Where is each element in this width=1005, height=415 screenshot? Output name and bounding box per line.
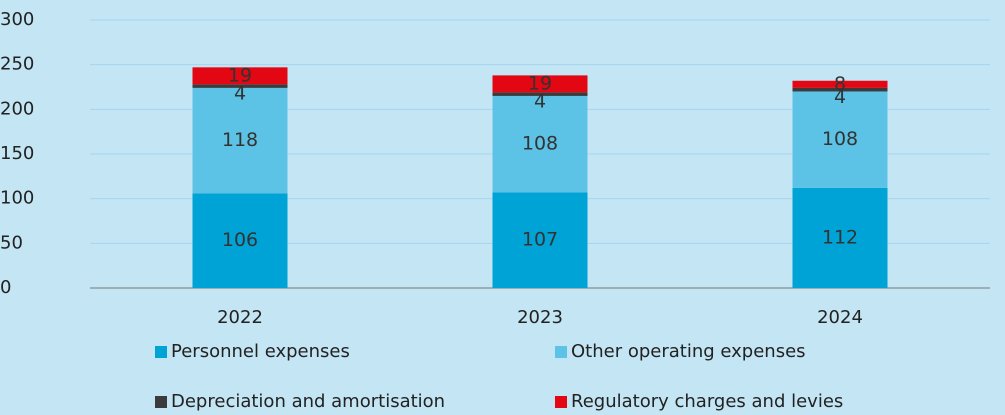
bar-segment [792, 80, 888, 88]
x-tick-label: 2024 [817, 307, 863, 328]
value-label: 19 [528, 72, 552, 94]
legend-swatch [155, 396, 167, 408]
value-label: 4 [834, 86, 846, 108]
value-label: 108 [822, 128, 858, 150]
value-label: 106 [222, 229, 258, 251]
y-tick-label: 300 [0, 9, 34, 30]
legend-swatch [155, 346, 167, 358]
value-label: 118 [222, 129, 258, 151]
bar-segment [192, 87, 288, 194]
value-label: 112 [822, 226, 858, 248]
bar-segment [492, 92, 588, 96]
value-label: 108 [522, 133, 558, 155]
bar-segment [792, 87, 888, 92]
y-tick-label: 150 [0, 143, 34, 164]
value-label: 107 [522, 229, 558, 251]
legend-swatch [555, 396, 567, 408]
legend-swatch [555, 346, 567, 358]
y-tick-label: 100 [0, 188, 34, 209]
bar-segment [192, 193, 288, 288]
value-label: 19 [228, 64, 252, 86]
bar-segment [192, 67, 288, 85]
legend-label: Regulatory charges and levies [571, 391, 843, 412]
bar-segment [492, 192, 588, 288]
bar-segment [792, 187, 888, 288]
legend-label: Other operating expenses [571, 341, 806, 362]
legend-label: Depreciation and amortisation [171, 391, 445, 412]
bar-segment [792, 91, 888, 188]
x-tick-label: 2022 [217, 307, 263, 328]
bar-segment [492, 75, 588, 93]
y-tick-label: 50 [0, 232, 23, 253]
value-label: 4 [534, 91, 546, 113]
value-label: 8 [834, 73, 846, 95]
y-tick-label: 250 [0, 54, 34, 75]
x-tick-label: 2023 [517, 307, 563, 328]
legend-label: Personnel expenses [171, 341, 350, 362]
value-label: 4 [234, 83, 246, 105]
bar-segment [192, 84, 288, 88]
y-tick-label: 0 [0, 277, 11, 298]
bar-segment [492, 95, 588, 193]
y-tick-label: 200 [0, 98, 34, 119]
